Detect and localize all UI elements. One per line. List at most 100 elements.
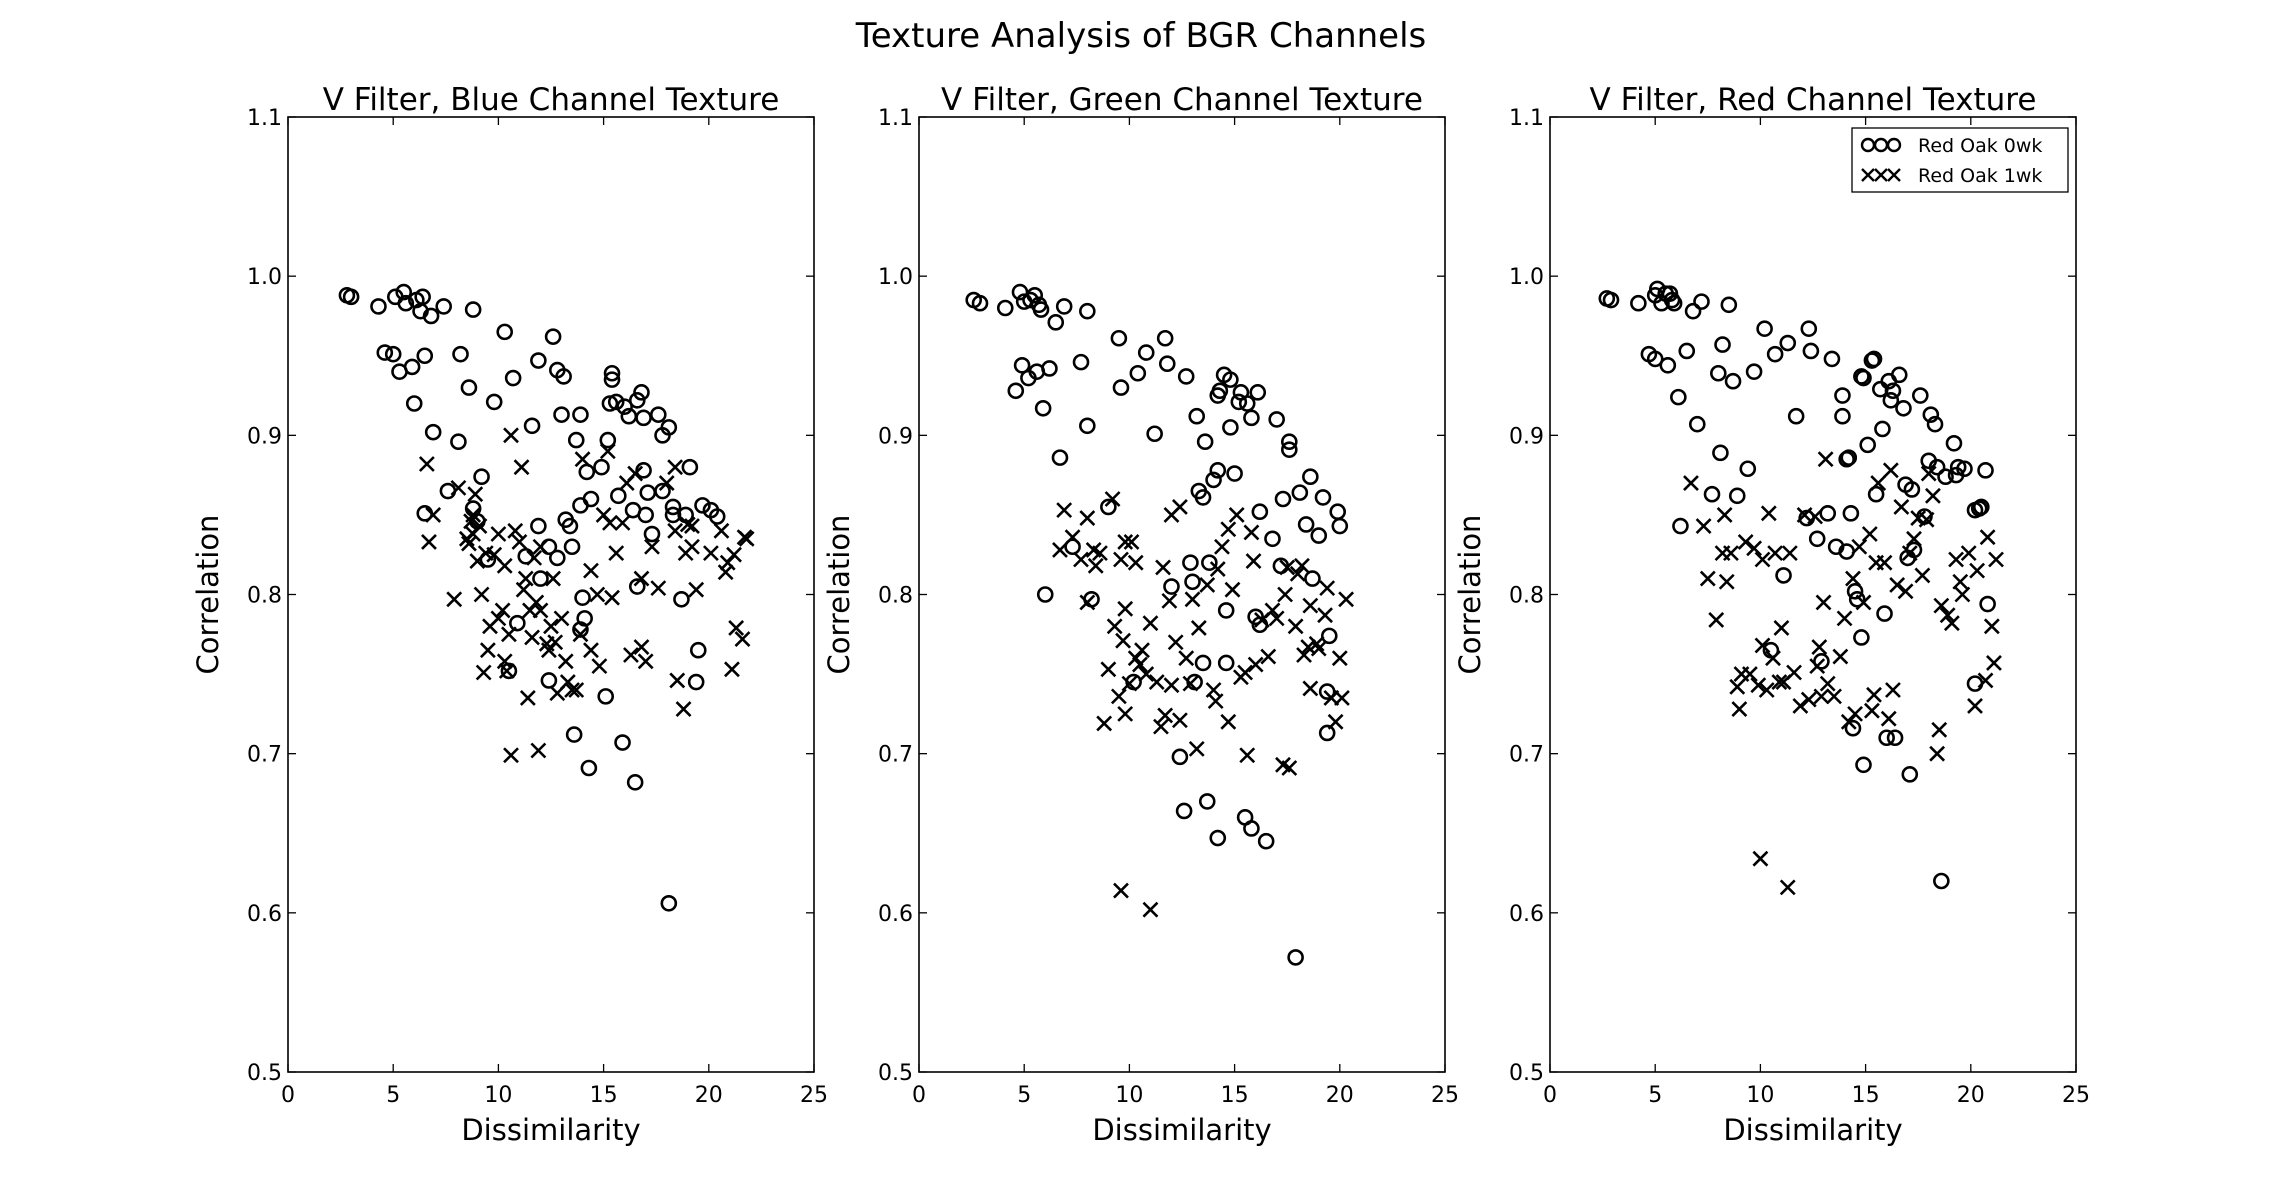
data-point-x [471, 518, 488, 534]
data-point-x [726, 546, 742, 563]
data-point-circle [971, 294, 989, 312]
data-point-x [503, 747, 519, 764]
data-point-circle [1901, 766, 1919, 783]
x-tick-label: 25 [2062, 1083, 2090, 1108]
data-point-x [1931, 721, 1948, 738]
data-point-circle [1274, 490, 1292, 508]
data-point-x [1885, 682, 1901, 698]
data-point-x [461, 535, 477, 552]
data-point-x [669, 672, 686, 689]
data-point-x [1800, 691, 1817, 708]
data-point-x [1779, 879, 1796, 896]
data-point-circle [561, 517, 579, 535]
data-point-x [1289, 565, 1306, 582]
data-point-x [688, 581, 705, 598]
data-point-circle [626, 774, 644, 791]
data-point-circle [414, 288, 431, 306]
data-point-circle [1013, 356, 1031, 374]
data-point-circle [1314, 489, 1332, 506]
legend-marker-circle [1886, 137, 1902, 153]
data-point-circle [572, 406, 589, 423]
data-point-x [1132, 656, 1148, 673]
panel-2: 0 5 10 15 20 25 0.5 0.6 0.7 0.8 0.9 1.0 1.1 V Filter,… [822, 82, 1459, 1147]
data-point-circle [1840, 449, 1858, 466]
data-point-x [650, 580, 667, 597]
data-point-circle [416, 347, 434, 365]
data-point-x [1954, 586, 1971, 603]
data-point-x [1952, 573, 1969, 590]
data-point-circle [1287, 949, 1304, 966]
data-point-x [524, 629, 540, 646]
data-point-circle [1844, 719, 1862, 737]
data-point-circle [1712, 444, 1729, 462]
data-point-x [553, 610, 570, 627]
data-point-x [1327, 713, 1344, 730]
plot-frame [287, 116, 815, 1073]
data-point-circle [637, 506, 654, 524]
data-point-x [1264, 602, 1281, 619]
data-point-x [1163, 677, 1180, 694]
legend-entry: Red Oak 1wk [1861, 165, 2042, 187]
data-point-x [1826, 688, 1842, 705]
data-point-circle [1230, 393, 1248, 411]
data-point-x [599, 443, 616, 460]
data-point-x [526, 549, 543, 566]
data-point-x [591, 658, 608, 675]
data-point-circle [473, 468, 490, 486]
data-point-x [1148, 674, 1165, 690]
y-tick-label: 0.7 [878, 743, 913, 768]
data-point-x [1813, 688, 1830, 705]
data-point-x [1918, 511, 1935, 528]
data-point-circle [1808, 530, 1826, 548]
data-point-x [1096, 715, 1113, 732]
data-point-x [1296, 647, 1312, 663]
y-tick-label: 0.6 [1509, 902, 1544, 927]
data-point-circle [1249, 384, 1267, 401]
data-point-x [1319, 580, 1336, 597]
y-tick-label: 0.6 [247, 902, 282, 927]
data-point-circle [996, 299, 1014, 317]
y-axis-label: Correlation [191, 515, 225, 675]
y-tick-label: 0.5 [878, 1061, 913, 1086]
y-tick-label: 1.0 [247, 265, 282, 290]
data-point-x [511, 534, 528, 550]
data-point-x [583, 642, 599, 659]
x-axis-label: Dissimilarity [461, 1113, 640, 1147]
data-point-x [601, 514, 618, 531]
data-point-circle [1937, 468, 1954, 486]
data-point-circle [565, 726, 583, 743]
data-point-circle [1865, 350, 1883, 368]
data-point-x [1893, 499, 1910, 515]
data-point-x [1979, 529, 1996, 546]
data-point-x [1161, 592, 1178, 609]
data-point-circle [639, 484, 657, 501]
data-point-circle [1211, 382, 1229, 400]
data-point-circle [660, 419, 678, 436]
data-point-circle [567, 431, 585, 449]
data-point-circle [450, 433, 467, 451]
data-point-x [1214, 538, 1230, 555]
y-tick-label: 0.8 [878, 584, 913, 609]
data-point-x [1115, 632, 1132, 649]
data-point-circle [1703, 485, 1721, 503]
data-point-x [1171, 499, 1188, 515]
y-tick-label: 1.1 [247, 106, 282, 131]
data-point-circle [681, 458, 699, 476]
data-point-x [1845, 570, 1861, 587]
x-tick-label: 0 [912, 1083, 926, 1108]
data-point-x [1760, 505, 1777, 522]
data-point-circle [1112, 379, 1130, 396]
data-point-circle [1678, 342, 1696, 360]
data-point-x [1138, 666, 1155, 683]
series-red-oak-0wk [965, 283, 1349, 966]
data-point-circle [1318, 683, 1336, 700]
data-point-circle [1848, 590, 1866, 608]
data-point-circle [1602, 291, 1620, 309]
data-point-x [1723, 545, 1739, 562]
data-point-x [1134, 642, 1150, 659]
data-point-x [501, 626, 517, 643]
data-point-x [1781, 545, 1798, 562]
data-point-x [1754, 551, 1771, 568]
y-tick-label: 0.6 [878, 902, 913, 927]
data-point-x [1243, 524, 1260, 541]
